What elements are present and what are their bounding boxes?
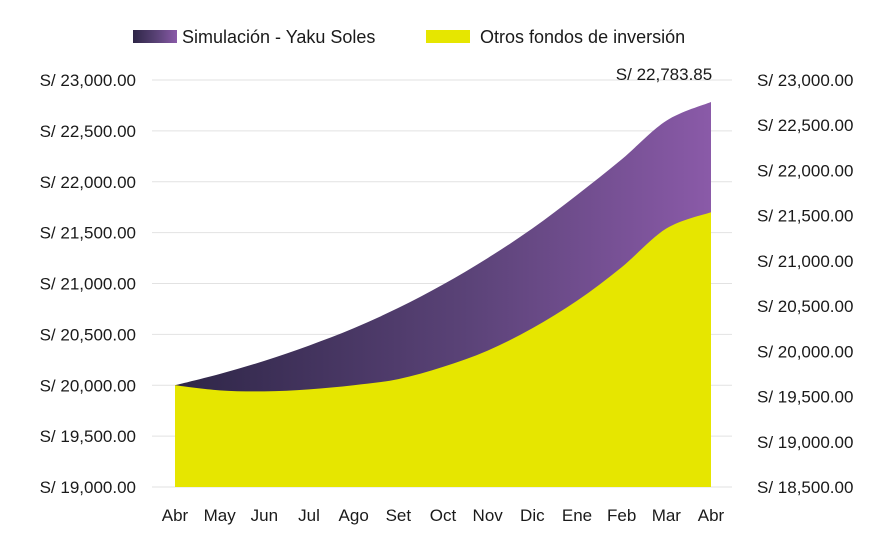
right-axis-tick-label: S/ 23,000.00 (757, 71, 853, 90)
x-axis-tick-label: Set (386, 506, 412, 525)
x-axis-tick-label: Jul (298, 506, 320, 525)
x-axis-tick-label: Ene (562, 506, 592, 525)
right-axis-tick-label: S/ 19,500.00 (757, 388, 853, 407)
right-axis-tick-label: S/ 22,500.00 (757, 116, 853, 135)
x-axis: Abr May Jun Jul Ago Set Oct Nov Dic Ene Feb Mar Abr (162, 506, 725, 525)
left-axis: S/ 23,000.00 S/ 22,500.00 S/ 22,000.00 S/ 2… (40, 71, 136, 497)
legend: Simulación - Yaku Soles Otros fondos de … (133, 27, 685, 47)
x-axis-tick-label: May (204, 506, 237, 525)
plot-areas (175, 101, 711, 488)
x-axis-tick-label: Dic (520, 506, 545, 525)
end-value-annotation: S/ 22,783.85 (616, 65, 712, 84)
legend-label-otros-fondos: Otros fondos de inversión (480, 27, 685, 47)
left-axis-tick-label: S/ 22,000.00 (40, 173, 136, 192)
right-axis-tick-label: S/ 20,000.00 (757, 342, 853, 361)
left-axis-tick-label: S/ 19,500.00 (40, 427, 136, 446)
x-axis-tick-label: Mar (652, 506, 682, 525)
left-axis-tick-label: S/ 22,500.00 (40, 122, 136, 141)
left-axis-tick-label: S/ 23,000.00 (40, 71, 136, 90)
left-axis-tick-label: S/ 21,000.00 (40, 275, 136, 294)
legend-swatch-otros-fondos (426, 30, 470, 43)
right-axis: S/ 23,000.00 S/ 22,500.00 S/ 22,000.00 S/ 2… (757, 71, 853, 497)
right-axis-tick-label: S/ 19,000.00 (757, 433, 853, 452)
x-axis-tick-label: Abr (162, 506, 189, 525)
left-axis-tick-label: S/ 20,500.00 (40, 325, 136, 344)
x-axis-tick-label: Nov (473, 506, 504, 525)
x-axis-tick-label: Abr (698, 506, 725, 525)
right-axis-tick-label: S/ 21,500.00 (757, 207, 853, 226)
right-axis-tick-label: S/ 18,500.00 (757, 478, 853, 497)
x-axis-tick-label: Oct (430, 506, 457, 525)
legend-swatch-simulacion (133, 30, 177, 43)
left-axis-tick-label: S/ 20,000.00 (40, 376, 136, 395)
x-axis-tick-label: Ago (339, 506, 369, 525)
legend-item-simulacion[interactable]: Simulación - Yaku Soles (133, 27, 375, 47)
right-axis-tick-label: S/ 20,500.00 (757, 297, 853, 316)
left-axis-tick-label: S/ 19,000.00 (40, 478, 136, 497)
legend-label-simulacion: Simulación - Yaku Soles (182, 27, 375, 47)
right-axis-tick-label: S/ 22,000.00 (757, 161, 853, 180)
legend-item-otros-fondos[interactable]: Otros fondos de inversión (426, 27, 685, 47)
series-area-otros-fondos-de-inversion (175, 212, 711, 487)
right-axis-tick-label: S/ 21,000.00 (757, 252, 853, 271)
x-axis-tick-label: Jun (251, 506, 278, 525)
left-axis-tick-label: S/ 21,500.00 (40, 224, 136, 243)
x-axis-tick-label: Feb (607, 506, 636, 525)
